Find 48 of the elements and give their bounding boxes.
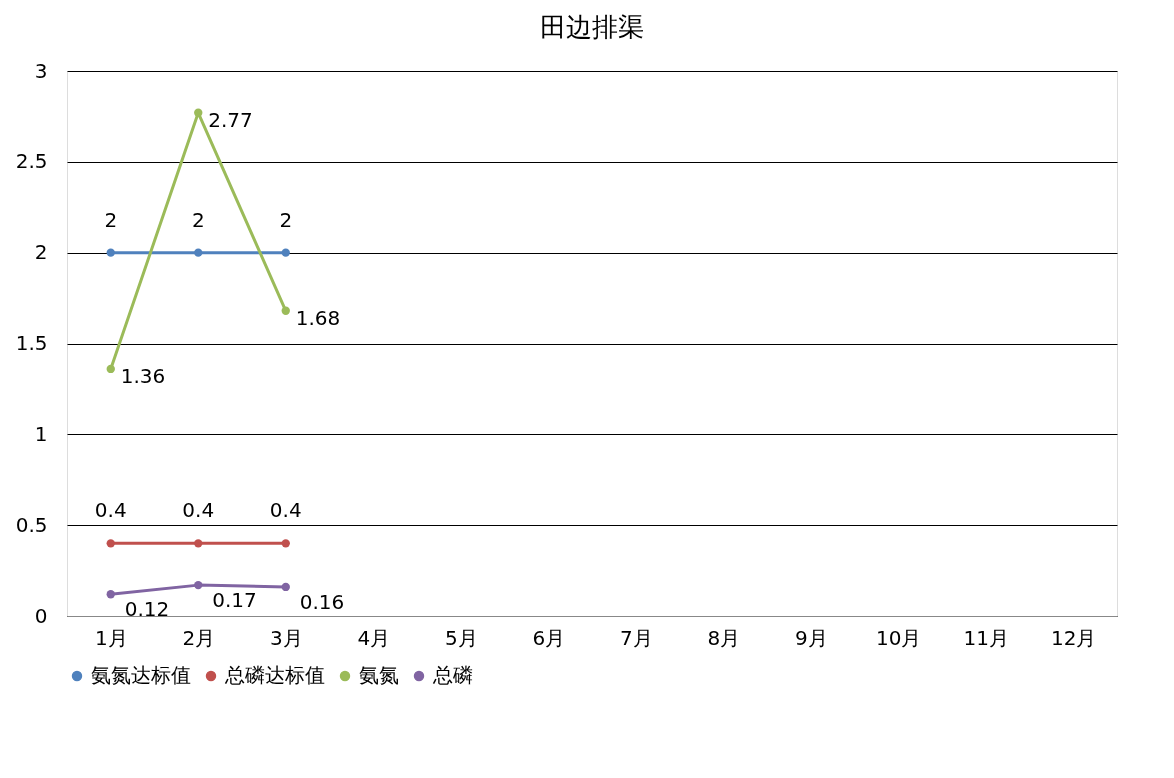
- data-label: 0.4: [269, 498, 302, 523]
- x-tick-label: 9月: [794, 625, 828, 650]
- x-tick-label: 6月: [532, 625, 566, 650]
- x-tick-label: 11月: [963, 625, 1009, 650]
- point: [281, 306, 290, 315]
- point: [281, 582, 290, 592]
- x-tick-label: 5月: [444, 625, 478, 650]
- data-label: 1.68: [295, 305, 341, 330]
- data-label: 2.77: [208, 107, 253, 132]
- data-label: 2: [279, 207, 293, 232]
- y-tick-label: 3: [34, 58, 48, 83]
- data-label: 0.4: [182, 498, 215, 523]
- y-tick-label: 2: [34, 240, 48, 265]
- y-tick-label: 1: [34, 421, 48, 446]
- legend-label: 总磷: [432, 663, 473, 687]
- x-tick-label: 3月: [269, 625, 303, 650]
- point: [194, 580, 203, 590]
- point: [281, 248, 290, 257]
- data-label: 2: [191, 207, 205, 232]
- point: [106, 248, 115, 257]
- y-tick-label: 0: [34, 603, 48, 628]
- data-label: 0.12: [124, 597, 170, 622]
- y-tick-label: 1.5: [15, 331, 48, 355]
- x-tick-label: 1月: [94, 625, 128, 650]
- point: [194, 539, 203, 548]
- y-tick-label: 0.5: [15, 512, 48, 537]
- data-label: 0.16: [299, 589, 345, 614]
- point: [194, 248, 203, 257]
- point: [106, 539, 115, 548]
- legend-label: 总磷达标值: [224, 663, 325, 687]
- y-tick-label: 2.5: [15, 149, 48, 174]
- data-label: 1.36: [120, 363, 166, 388]
- point: [281, 539, 290, 548]
- point: [106, 364, 115, 374]
- point: [106, 590, 115, 599]
- chart-title: 田边排渠: [540, 12, 644, 42]
- data-label: 0.17: [212, 588, 257, 613]
- point: [194, 108, 203, 117]
- legend-label: 氨氮达标值: [91, 663, 191, 687]
- data-label: 2: [104, 207, 118, 232]
- x-tick-label: 10月: [876, 625, 922, 650]
- x-tick-label: 7月: [619, 625, 653, 650]
- legend-label: 氨氮: [359, 663, 399, 687]
- x-tick-label: 2月: [182, 625, 216, 650]
- x-tick-label: 4月: [357, 625, 391, 650]
- x-tick-label: 8月: [707, 625, 741, 650]
- data-label: 0.4: [94, 498, 127, 523]
- x-tick-label: 12月: [1051, 625, 1097, 650]
